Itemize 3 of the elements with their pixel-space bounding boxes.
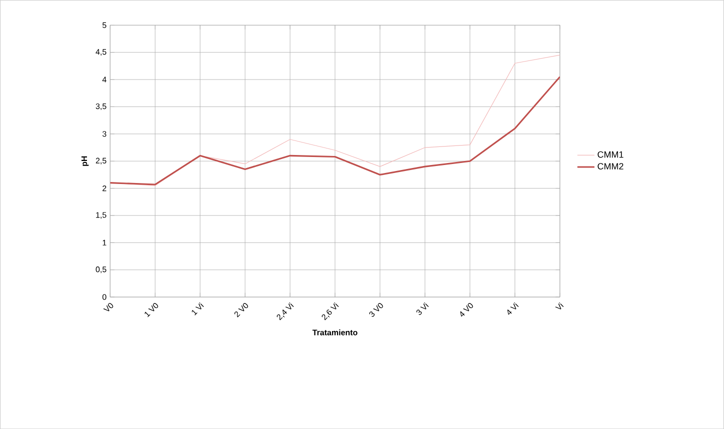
legend-label: CMM2 [598, 163, 624, 170]
line-series [110, 76, 560, 186]
legend-label: CMM1 [598, 151, 624, 158]
